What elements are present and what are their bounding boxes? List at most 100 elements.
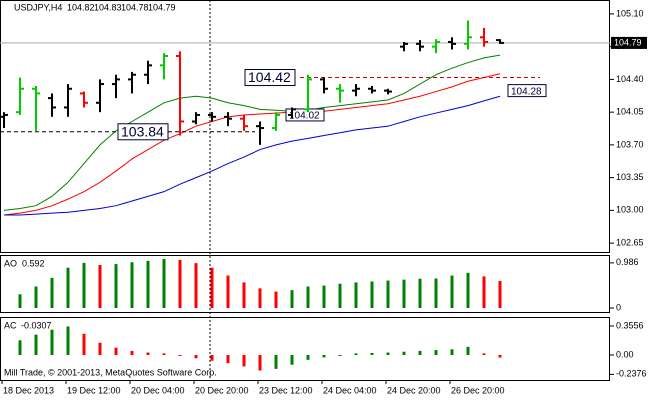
indicator-value: 0.592 (22, 258, 45, 268)
y-tick-label: 102.65 (616, 237, 644, 247)
price-label: 104.02 (289, 111, 320, 122)
x-tick-label: 24 Dec 20:00 (387, 385, 441, 395)
histogram-bar (386, 352, 390, 355)
histogram-bar (34, 286, 38, 309)
indicator-line (4, 95, 501, 216)
histogram-bar (338, 354, 342, 356)
histogram-bar (242, 354, 246, 367)
histogram-bar (18, 294, 22, 309)
histogram-bar (418, 350, 422, 355)
histogram-bar (66, 267, 70, 309)
histogram-bar (162, 259, 166, 309)
histogram-bar (82, 262, 86, 309)
last-price-text: 104.79 (614, 37, 642, 47)
histogram-bar (306, 286, 310, 309)
histogram-bar (82, 333, 86, 355)
indicator-title: AO (4, 258, 17, 268)
chart-title: USDJPY,H4 (14, 2, 62, 12)
histogram-bar (162, 353, 166, 355)
histogram-bar (258, 288, 262, 309)
histogram-bar (178, 354, 182, 356)
histogram-bar (34, 334, 38, 355)
histogram-bar (434, 350, 438, 355)
price-label-box (507, 84, 547, 98)
histogram-bar (498, 354, 502, 358)
histogram-bar (210, 267, 214, 309)
histogram-bar (466, 272, 470, 309)
indicator-title: AC (4, 320, 17, 330)
histogram-bar (130, 350, 134, 355)
y-tick-label: 0 (616, 302, 621, 312)
histogram-bar (114, 347, 118, 355)
price-label-box (117, 123, 169, 141)
histogram-bar (50, 277, 54, 309)
histogram-bar (386, 280, 390, 309)
histogram-bar (194, 354, 198, 359)
histogram-bar (482, 276, 486, 309)
header-ohlc: 104.82 (67, 2, 95, 12)
indicator-line (3, 54, 501, 211)
histogram-bar (498, 280, 502, 309)
histogram-bar (370, 281, 374, 309)
last-price-tag (611, 36, 647, 49)
copyright: Mill Trade, © 2001-2013, MetaQuotes Soft… (4, 367, 217, 377)
histogram-bar (178, 259, 182, 309)
histogram-bar (274, 291, 278, 309)
header-ohlc: 104.83 (94, 2, 122, 12)
histogram-bar (18, 340, 22, 355)
histogram-bar (434, 278, 438, 309)
price-label-box (244, 69, 296, 87)
indicator-value: -0.0307 (21, 320, 52, 330)
histogram-bar (274, 354, 278, 369)
header-ohlc: 104.78 (121, 2, 149, 12)
histogram-bar (130, 262, 134, 309)
histogram-bar (450, 275, 454, 309)
y-tick-label: 0.00 (616, 349, 634, 359)
histogram-bar (322, 285, 326, 309)
y-tick-label: 0.3556 (616, 320, 644, 330)
histogram-bar (450, 349, 454, 355)
x-tick-label: 19 Dec 12:00 (67, 385, 121, 395)
y-tick-label: 0.986 (616, 257, 639, 267)
histogram-bar (290, 354, 294, 365)
histogram-bar (226, 354, 230, 364)
x-tick-label: 23 Dec 12:00 (259, 385, 313, 395)
y-tick-label: 104.05 (616, 107, 644, 117)
indicator-line (3, 73, 501, 216)
histogram-bar (466, 346, 470, 355)
price-label: 104.42 (248, 69, 291, 85)
histogram-bar (210, 354, 214, 361)
histogram-bar (98, 342, 102, 355)
x-tick-label: 18 Dec 2013 (3, 385, 54, 395)
histogram-bar (322, 354, 326, 358)
y-tick-label: 103.35 (616, 172, 644, 182)
histogram-bar (146, 260, 150, 309)
histogram-bar (146, 352, 150, 355)
histogram-bar (354, 282, 358, 309)
header-ohlc: 104.79 (148, 2, 176, 12)
x-tick-label: 26 Dec 20:00 (451, 385, 505, 395)
histogram-bar (402, 279, 406, 309)
histogram-bar (402, 351, 406, 355)
main-panel (0, 0, 610, 253)
histogram-bar (258, 354, 262, 371)
x-tick-label: 24 Dec 04:00 (323, 385, 377, 395)
histogram-bar (354, 353, 358, 355)
ac-panel (0, 317, 610, 381)
y-tick-label: -0.2376 (616, 369, 647, 379)
y-tick-label: 104.40 (616, 74, 644, 84)
histogram-bar (226, 275, 230, 309)
y-tick-label: 105.10 (616, 8, 644, 18)
x-tick-label: 20 Dec 04:00 (131, 385, 185, 395)
histogram-bar (482, 353, 486, 355)
ao-panel (0, 255, 610, 313)
histogram-bar (242, 282, 246, 309)
histogram-bar (114, 264, 118, 309)
histogram-bar (418, 278, 422, 309)
histogram-bar (194, 263, 198, 309)
histogram-bar (338, 283, 342, 309)
histogram-bar (290, 290, 294, 309)
y-tick-label: 103.00 (616, 205, 644, 215)
